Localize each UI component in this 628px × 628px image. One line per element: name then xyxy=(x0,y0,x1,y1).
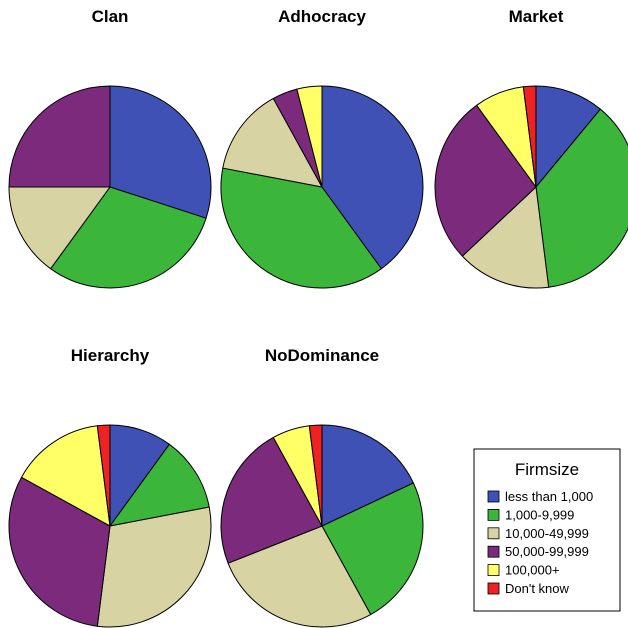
legend: Firmsize less than 1,000 1,000-9,999 10,00… xyxy=(473,448,621,612)
pie-title-adhocracy: Adhocracy xyxy=(278,7,366,26)
pie-slice-adhocracy-10-000-49-999 xyxy=(222,97,323,188)
legend-title: Firmsize xyxy=(515,460,579,479)
legend-swatch-100-000 xyxy=(487,564,500,576)
pie-slice-nodominance-10-000-49-999 xyxy=(227,525,372,628)
pie-slice-hierarchy-100-000 xyxy=(20,425,111,527)
pie-title-clan: Clan xyxy=(92,7,129,26)
legend-items: less than 1,000 1,000-9,999 10,000-49,999 5… xyxy=(487,489,593,596)
legend-label-50-000-99-999: 50,000-99,999 xyxy=(505,544,589,559)
pie-hierarchy xyxy=(8,424,212,628)
pie-slice-nodominance-less-than-1-000 xyxy=(321,424,414,527)
pie-slice-hierarchy-50-000-99-999 xyxy=(8,476,111,627)
pie-title-nodominance: NoDominance xyxy=(265,346,379,365)
legend-label-10-000-49-999: 10,000-49,999 xyxy=(505,526,589,541)
pie-slice-adhocracy-less-than-1-000 xyxy=(321,85,424,270)
pie-slice-nodominance-1-000-9-999 xyxy=(321,482,424,616)
pie-titles: Clan Adhocracy Market Hierarchy NoDomina… xyxy=(71,7,564,365)
pie-slice-hierarchy-10-000-49-999 xyxy=(96,506,212,628)
legend-swatch-less-than-1-000 xyxy=(487,490,500,503)
legend-swatch-don-t-know xyxy=(487,582,500,595)
pie-slice-market-don-t-know xyxy=(522,85,537,188)
legend-swatch-10-000-49-999 xyxy=(487,527,500,540)
legend-swatch-1-000-9-999 xyxy=(487,508,500,521)
pie-slice-clan-10-000-49-999 xyxy=(8,186,111,270)
legend-label-don-t-know: Don't know xyxy=(505,581,570,596)
pie-slice-nodominance-50-000-99-999 xyxy=(220,436,323,564)
pie-slice-market-10-000-49-999 xyxy=(461,186,550,289)
legend-label-1-000-9-999: 1,000-9,999 xyxy=(505,507,574,522)
pie-slice-hierarchy-don-t-know xyxy=(96,424,111,527)
pie-slice-clan-50-000-99-999 xyxy=(8,85,111,188)
pie-title-market: Market xyxy=(509,7,564,26)
pie-slice-adhocracy-1-000-9-999 xyxy=(220,167,382,289)
pie-clan xyxy=(8,85,212,289)
pie-market xyxy=(434,85,628,289)
pie-adhocracy xyxy=(220,85,424,289)
legend-label-100-000: 100,000+ xyxy=(505,563,560,578)
pies xyxy=(8,85,628,628)
pie-slice-market-1-000-9-999 xyxy=(535,108,628,288)
pie-slice-adhocracy-100-000 xyxy=(296,85,323,188)
pie-slice-clan-1-000-9-999 xyxy=(50,186,207,289)
pie-slice-market-less-than-1-000 xyxy=(535,85,601,188)
pie-slice-hierarchy-1-000-9-999 xyxy=(109,443,210,527)
pie-nodominance xyxy=(220,424,424,628)
legend-label-less-than-1-000: less than 1,000 xyxy=(505,489,593,504)
pie-slice-clan-less-than-1-000 xyxy=(109,85,212,219)
pie-title-hierarchy: Hierarchy xyxy=(71,346,150,365)
legend-swatch-50-000-99-999 xyxy=(487,545,500,558)
pie-slice-nodominance-don-t-know xyxy=(308,424,323,527)
pie-slice-market-50-000-99-999 xyxy=(434,104,537,257)
